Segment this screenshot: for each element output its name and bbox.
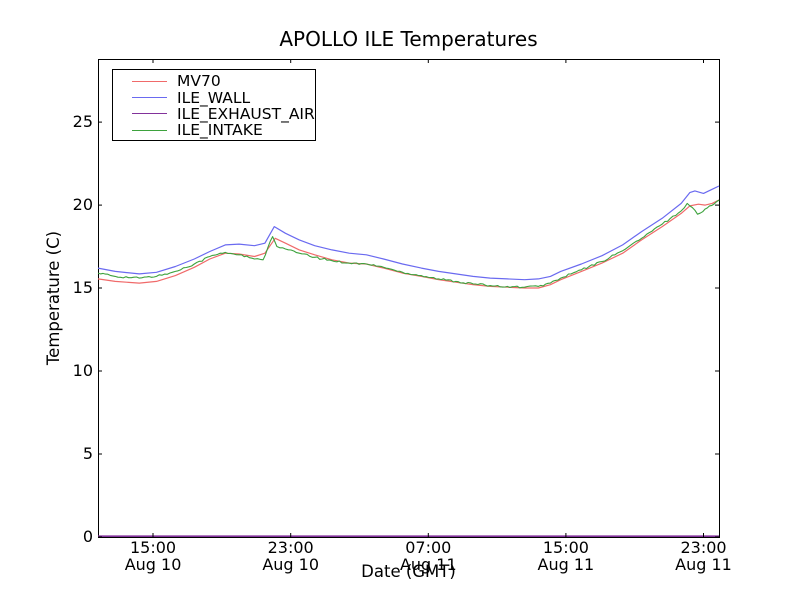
legend-item-label: ILE_INTAKE [177, 121, 263, 140]
legend-line-swatch [132, 113, 167, 115]
y-tick-label: 25 [72, 112, 93, 132]
legend-item-label: ILE_EXHAUST_AIR [177, 104, 315, 123]
x-tick-label: 15:00 Aug 10 [124, 538, 182, 574]
series-line-ILE_WALL [97, 185, 720, 281]
y-tick-label: 5 [82, 444, 93, 463]
legend-line-swatch [132, 129, 167, 131]
x-tick-label: 15:00 Aug 11 [537, 538, 595, 574]
legend-line-swatch [132, 80, 167, 82]
legend-line-swatch [132, 97, 167, 99]
x-tick-label: 23:00 Aug 11 [675, 538, 732, 574]
legend-item: ILE_WALL [113, 88, 315, 107]
legend-item: ILE_INTAKE [113, 122, 315, 138]
x-tick-label: 23:00 Aug 10 [262, 538, 319, 574]
legend-item: ILE_EXHAUST_AIR [113, 106, 315, 122]
axes-frame [98, 59, 720, 538]
y-tick-label: 10 [72, 361, 93, 381]
y-tick-label: 15 [72, 278, 93, 298]
legend-item-label: MV70 [177, 72, 221, 91]
series-line-ILE_INTAKE [97, 199, 720, 289]
y-tick-label: 20 [72, 195, 93, 215]
chart-title: APOLLO ILE Temperatures [279, 27, 538, 51]
series-line-MV70 [97, 199, 720, 289]
legend: MV70 ILE_WALL ILE_EXHAUST_AIR ILE_INTAKE [112, 69, 316, 141]
x-tick-label: 07:00 Aug 11 [399, 538, 457, 574]
x-axis-label: Date (GMT) [361, 562, 456, 581]
legend-item-label: ILE_WALL [177, 88, 251, 107]
y-tick-label: 0 [82, 527, 93, 546]
legend-item: MV70 [113, 73, 315, 89]
